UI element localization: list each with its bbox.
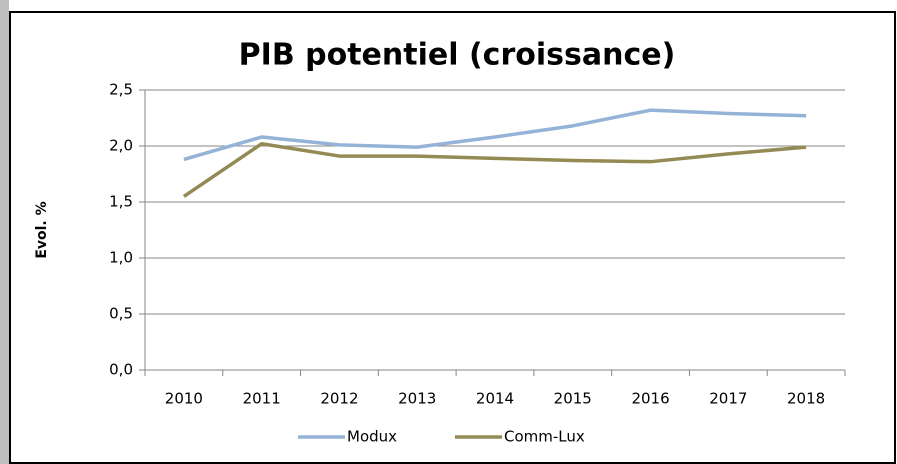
side-strip (0, 0, 9, 464)
y-tick-label: 1,0 (109, 249, 133, 267)
x-tick-label: 2018 (787, 390, 825, 408)
chart-title: PIB potentiel (croissance) (239, 38, 676, 73)
x-tick-label: 2017 (709, 390, 747, 408)
chart-frame (9, 11, 896, 464)
x-tick-label: 2012 (320, 390, 358, 408)
y-tick-label: 2,0 (109, 137, 133, 155)
x-tick-label: 2016 (631, 390, 669, 408)
x-tick-label: 2014 (476, 390, 514, 408)
series-line (183, 108, 807, 162)
x-tick-label: 2015 (554, 390, 592, 408)
x-tick-label: 2013 (398, 390, 436, 408)
x-tick-label: 2010 (165, 390, 203, 408)
y-tick-label: 1,5 (109, 193, 133, 211)
y-tick-label: 0,5 (109, 305, 133, 323)
x-tick-label: 2011 (243, 390, 281, 408)
series-line (182, 142, 807, 198)
legend-label: Comm-Lux (504, 428, 585, 446)
y-tick-label: 2,5 (109, 81, 133, 99)
legend-label: Modux (347, 428, 397, 446)
y-axis-label: Evol. % (34, 201, 50, 258)
y-tick-label: 0,0 (109, 361, 133, 379)
